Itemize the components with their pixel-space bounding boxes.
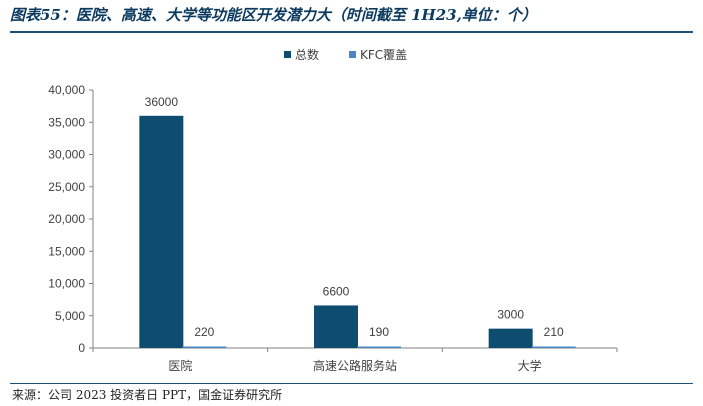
y-axis: 0 5,000 10,000 15,000 20,000 25,000 30,000 35,0… xyxy=(48,83,94,355)
footer-rule xyxy=(10,383,693,384)
x-tick-label: 大学 xyxy=(518,358,542,373)
legend-swatch-total xyxy=(284,51,291,58)
y-tick-label: 5,000 xyxy=(55,309,85,323)
bars xyxy=(139,115,576,348)
y-tick-label: 20,000 xyxy=(48,212,85,226)
y-tick-label: 15,000 xyxy=(48,244,85,258)
y-tick-label: 0 xyxy=(78,341,85,355)
x-tick-label: 高速公路服务站 xyxy=(313,358,397,373)
legend-swatch-kfc xyxy=(349,51,356,58)
y-tick-label: 10,000 xyxy=(48,277,85,291)
data-label: 6600 xyxy=(323,284,350,298)
y-tick-label: 30,000 xyxy=(48,148,85,162)
bar-total xyxy=(488,328,533,348)
data-label: 220 xyxy=(194,325,214,339)
x-axis: 医院 高速公路服务站 大学 xyxy=(92,347,618,373)
x-tick-label: 医院 xyxy=(168,359,192,373)
data-label: 3000 xyxy=(497,308,524,322)
bar-total xyxy=(314,305,358,348)
y-tick-label: 40,000 xyxy=(48,83,85,97)
legend-label: 总数 xyxy=(295,47,319,62)
y-tick-label: 35,000 xyxy=(48,115,85,129)
data-labels: 36000 6600 3000 220 190 210 xyxy=(145,95,564,339)
data-label: 36000 xyxy=(145,95,179,109)
bar-kfc-coverage xyxy=(531,346,576,348)
bar-total xyxy=(139,115,184,348)
data-label: 210 xyxy=(544,325,564,339)
title-rule xyxy=(10,31,693,33)
source-note: 来源：公司 2023 投资者日 PPT，国金证券研究所 xyxy=(12,388,283,402)
figure-title: 图表55：医院、高速、大学等功能区开发潜力大（时间截至 1H23,单位：个） xyxy=(10,6,537,24)
data-label: 190 xyxy=(369,325,389,339)
bar-kfc-coverage xyxy=(182,346,227,348)
bar-kfc-coverage xyxy=(357,346,401,348)
legend-label: KFC覆盖 xyxy=(360,48,407,62)
y-tick-label: 25,000 xyxy=(48,180,85,194)
legend: 总数 KFC覆盖 xyxy=(284,47,407,62)
